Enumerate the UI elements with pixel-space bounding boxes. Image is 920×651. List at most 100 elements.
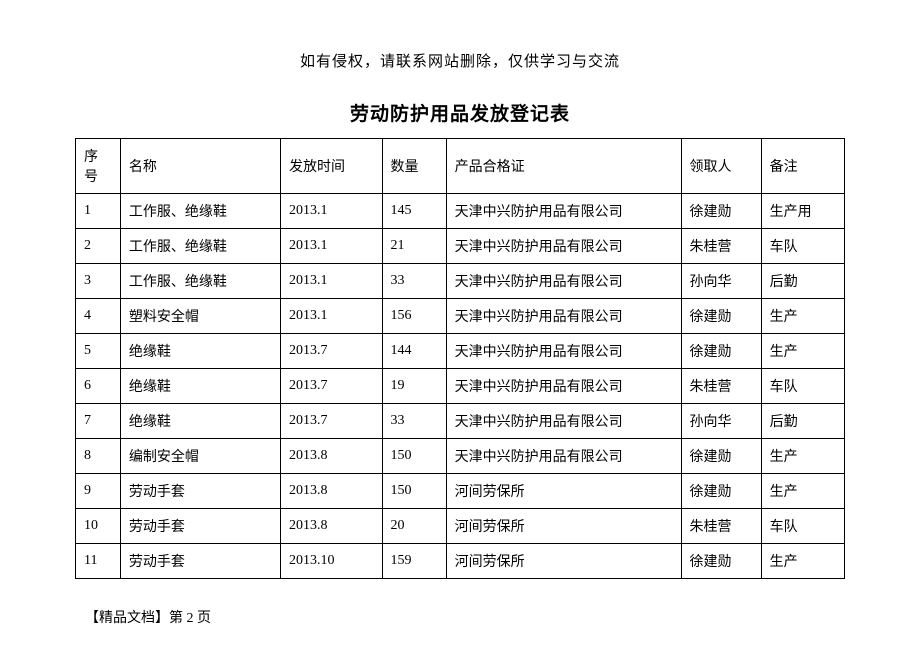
table-row: 9 劳动手套 2013.8 150 河间劳保所 徐建勋 生产 — [76, 474, 845, 509]
cell-note: 生产 — [761, 299, 844, 334]
cell-seq: 7 — [76, 404, 121, 439]
cell-seq: 4 — [76, 299, 121, 334]
cell-recv: 孙向华 — [681, 264, 761, 299]
cell-date: 2013.8 — [281, 474, 382, 509]
table-row: 4 塑料安全帽 2013.1 156 天津中兴防护用品有限公司 徐建勋 生产 — [76, 299, 845, 334]
cell-cert: 河间劳保所 — [446, 474, 681, 509]
cell-cert: 河间劳保所 — [446, 544, 681, 579]
cell-recv: 朱桂营 — [681, 229, 761, 264]
cell-recv: 徐建勋 — [681, 334, 761, 369]
cell-note: 车队 — [761, 369, 844, 404]
cell-recv: 徐建勋 — [681, 194, 761, 229]
cell-date: 2013.7 — [281, 404, 382, 439]
cell-cert: 天津中兴防护用品有限公司 — [446, 369, 681, 404]
cell-date: 2013.7 — [281, 369, 382, 404]
cell-seq: 2 — [76, 229, 121, 264]
col-recv: 领取人 — [681, 139, 761, 194]
cell-seq: 10 — [76, 509, 121, 544]
cell-qty: 33 — [382, 264, 446, 299]
cell-qty: 20 — [382, 509, 446, 544]
col-seq: 序号 — [76, 139, 121, 194]
cell-name: 工作服、绝缘鞋 — [120, 229, 280, 264]
cell-note: 生产 — [761, 334, 844, 369]
table-body: 1 工作服、绝缘鞋 2013.1 145 天津中兴防护用品有限公司 徐建勋 生产… — [76, 194, 845, 579]
cell-recv: 徐建勋 — [681, 544, 761, 579]
page-title: 劳动防护用品发放登记表 — [75, 99, 845, 126]
cell-name: 劳动手套 — [120, 474, 280, 509]
ppe-distribution-table: 序号 名称 发放时间 数量 产品合格证 领取人 备注 1 工作服、绝缘鞋 201… — [75, 138, 845, 579]
cell-name: 编制安全帽 — [120, 439, 280, 474]
cell-note: 生产 — [761, 474, 844, 509]
cell-name: 工作服、绝缘鞋 — [120, 264, 280, 299]
cell-date: 2013.1 — [281, 264, 382, 299]
cell-note: 生产用 — [761, 194, 844, 229]
cell-recv: 朱桂营 — [681, 369, 761, 404]
cell-qty: 159 — [382, 544, 446, 579]
cell-name: 工作服、绝缘鞋 — [120, 194, 280, 229]
cell-date: 2013.7 — [281, 334, 382, 369]
cell-name: 劳动手套 — [120, 509, 280, 544]
header-note: 如有侵权，请联系网站删除，仅供学习与交流 — [75, 50, 845, 71]
cell-qty: 19 — [382, 369, 446, 404]
cell-date: 2013.10 — [281, 544, 382, 579]
table-row: 1 工作服、绝缘鞋 2013.1 145 天津中兴防护用品有限公司 徐建勋 生产… — [76, 194, 845, 229]
col-name: 名称 — [120, 139, 280, 194]
cell-note: 生产 — [761, 544, 844, 579]
cell-qty: 21 — [382, 229, 446, 264]
cell-date: 2013.1 — [281, 194, 382, 229]
table-row: 2 工作服、绝缘鞋 2013.1 21 天津中兴防护用品有限公司 朱桂营 车队 — [76, 229, 845, 264]
cell-seq: 1 — [76, 194, 121, 229]
cell-name: 绝缘鞋 — [120, 369, 280, 404]
cell-qty: 156 — [382, 299, 446, 334]
cell-date: 2013.1 — [281, 229, 382, 264]
cell-note: 生产 — [761, 439, 844, 474]
col-date: 发放时间 — [281, 139, 382, 194]
cell-seq: 8 — [76, 439, 121, 474]
table-row: 7 绝缘鞋 2013.7 33 天津中兴防护用品有限公司 孙向华 后勤 — [76, 404, 845, 439]
cell-note: 后勤 — [761, 264, 844, 299]
cell-recv: 徐建勋 — [681, 474, 761, 509]
cell-qty: 150 — [382, 439, 446, 474]
table-row: 6 绝缘鞋 2013.7 19 天津中兴防护用品有限公司 朱桂营 车队 — [76, 369, 845, 404]
cell-cert: 天津中兴防护用品有限公司 — [446, 404, 681, 439]
cell-note: 后勤 — [761, 404, 844, 439]
table-row: 5 绝缘鞋 2013.7 144 天津中兴防护用品有限公司 徐建勋 生产 — [76, 334, 845, 369]
col-cert: 产品合格证 — [446, 139, 681, 194]
cell-date: 2013.8 — [281, 439, 382, 474]
cell-date: 2013.1 — [281, 299, 382, 334]
cell-cert: 河间劳保所 — [446, 509, 681, 544]
cell-cert: 天津中兴防护用品有限公司 — [446, 194, 681, 229]
col-note: 备注 — [761, 139, 844, 194]
cell-recv: 孙向华 — [681, 404, 761, 439]
cell-recv: 徐建勋 — [681, 299, 761, 334]
cell-name: 塑料安全帽 — [120, 299, 280, 334]
table-row: 3 工作服、绝缘鞋 2013.1 33 天津中兴防护用品有限公司 孙向华 后勤 — [76, 264, 845, 299]
cell-cert: 天津中兴防护用品有限公司 — [446, 334, 681, 369]
cell-cert: 天津中兴防护用品有限公司 — [446, 264, 681, 299]
cell-seq: 6 — [76, 369, 121, 404]
cell-qty: 144 — [382, 334, 446, 369]
cell-date: 2013.8 — [281, 509, 382, 544]
cell-cert: 天津中兴防护用品有限公司 — [446, 439, 681, 474]
cell-recv: 朱桂营 — [681, 509, 761, 544]
table-row: 11 劳动手套 2013.10 159 河间劳保所 徐建勋 生产 — [76, 544, 845, 579]
cell-seq: 5 — [76, 334, 121, 369]
page-footer: 【精品文档】第 2 页 — [75, 607, 845, 627]
col-qty: 数量 — [382, 139, 446, 194]
table-row: 8 编制安全帽 2013.8 150 天津中兴防护用品有限公司 徐建勋 生产 — [76, 439, 845, 474]
cell-recv: 徐建勋 — [681, 439, 761, 474]
cell-qty: 33 — [382, 404, 446, 439]
cell-name: 绝缘鞋 — [120, 404, 280, 439]
cell-name: 绝缘鞋 — [120, 334, 280, 369]
table-header-row: 序号 名称 发放时间 数量 产品合格证 领取人 备注 — [76, 139, 845, 194]
cell-note: 车队 — [761, 229, 844, 264]
cell-qty: 150 — [382, 474, 446, 509]
cell-seq: 11 — [76, 544, 121, 579]
cell-note: 车队 — [761, 509, 844, 544]
cell-seq: 3 — [76, 264, 121, 299]
cell-qty: 145 — [382, 194, 446, 229]
cell-name: 劳动手套 — [120, 544, 280, 579]
cell-cert: 天津中兴防护用品有限公司 — [446, 299, 681, 334]
document-page: 如有侵权，请联系网站删除，仅供学习与交流 劳动防护用品发放登记表 序号 名称 发… — [0, 0, 920, 647]
table-row: 10 劳动手套 2013.8 20 河间劳保所 朱桂营 车队 — [76, 509, 845, 544]
